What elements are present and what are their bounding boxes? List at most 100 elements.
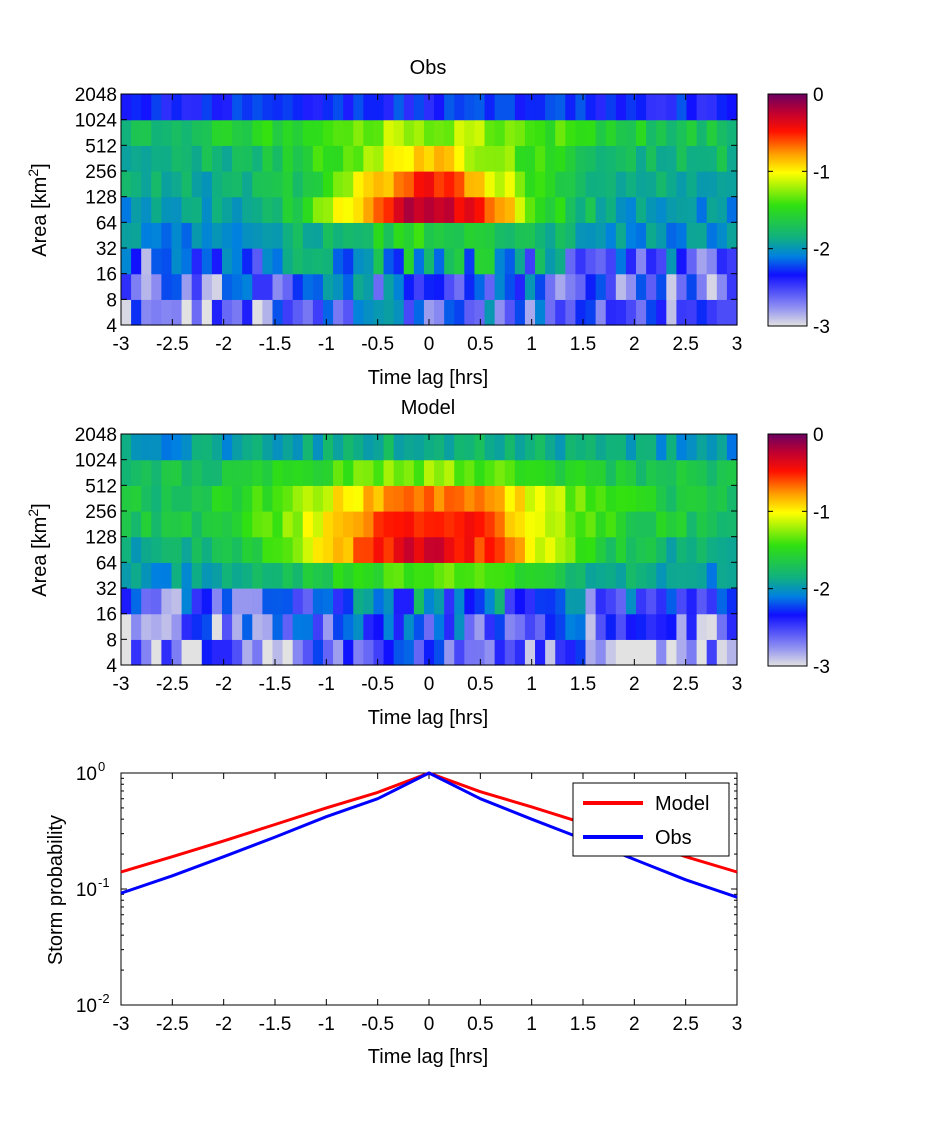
heatmap-cell xyxy=(322,562,334,589)
heatmap-cell xyxy=(464,613,476,640)
heatmap-cell xyxy=(262,119,274,146)
y-tick-label: 2048 xyxy=(75,425,117,446)
heatmap-cell xyxy=(262,459,274,486)
heatmap-cell xyxy=(373,536,385,563)
heatmap-cell xyxy=(504,536,516,563)
x-tick-label: -2 xyxy=(215,334,232,355)
heatmap-cell xyxy=(343,196,354,223)
heatmap-cell xyxy=(262,588,274,615)
y-tick-label: 8 xyxy=(106,630,117,651)
heatmap-cell xyxy=(272,485,284,512)
heatmap-cell xyxy=(363,299,375,326)
heatmap-cell xyxy=(141,145,152,172)
heatmap-cell xyxy=(393,299,405,326)
heatmap-cell xyxy=(656,273,667,300)
heatmap-cell xyxy=(262,562,274,589)
heatmap-cell xyxy=(363,196,375,223)
heatmap-cell xyxy=(242,639,253,666)
heatmap-cell xyxy=(383,119,395,146)
heatmap-cell xyxy=(646,485,657,512)
heatmap-cell xyxy=(444,434,455,461)
heatmap-cell xyxy=(302,639,314,666)
heatmap-cell xyxy=(585,171,597,198)
heatmap-cell xyxy=(191,273,203,300)
heatmap-cell xyxy=(302,171,314,198)
heatmap-cell xyxy=(383,613,395,640)
heatmap-cell xyxy=(615,94,627,121)
heatmap-cell xyxy=(302,222,314,249)
heatmap-cell xyxy=(706,588,718,615)
heatmap-cell xyxy=(383,485,395,512)
heatmap-cell xyxy=(514,562,526,589)
obs-y-ticks: 4 8 16 32 64 128 256 512 1024 2048 xyxy=(75,85,737,337)
heatmap-cell xyxy=(615,222,627,249)
heatmap-cell xyxy=(555,299,566,326)
heatmap-cell xyxy=(676,588,688,615)
heatmap-cell xyxy=(605,613,617,640)
heatmap-cell xyxy=(504,273,516,300)
heatmap-cell xyxy=(625,299,637,326)
heatmap-cell xyxy=(524,119,536,146)
heatmap-cell xyxy=(181,119,193,146)
heatmap-cell xyxy=(524,639,536,666)
heatmap-cell xyxy=(211,536,223,563)
heatmap-cell xyxy=(656,536,667,563)
heatmap-cell xyxy=(201,613,213,640)
heatmap-cell xyxy=(333,196,344,223)
heatmap-cell xyxy=(312,222,324,249)
heatmap-cell xyxy=(302,434,314,461)
heatmap-cell xyxy=(302,248,314,275)
heatmap-cell xyxy=(474,299,486,326)
heatmap-cell xyxy=(161,299,173,326)
heatmap-cell xyxy=(575,299,587,326)
heatmap-cell xyxy=(121,248,132,275)
heatmap-cell xyxy=(393,459,405,486)
heatmap-cell xyxy=(696,485,708,512)
heatmap-cell xyxy=(514,119,526,146)
heatmap-cell xyxy=(514,434,526,461)
heatmap-cell xyxy=(524,536,536,563)
heatmap-cell xyxy=(484,196,496,223)
heatmap-cell xyxy=(514,299,526,326)
heatmap-cell xyxy=(292,485,304,512)
heatmap-cell xyxy=(131,196,142,223)
heatmap-cell xyxy=(221,613,233,640)
heatmap-cell xyxy=(171,639,183,666)
heatmap-cell xyxy=(636,119,647,146)
heatmap-cell xyxy=(726,119,738,146)
heatmap-cell xyxy=(595,613,607,640)
heatmap-cell xyxy=(545,248,556,275)
heatmap-cell xyxy=(555,511,566,538)
heatmap-cell xyxy=(272,196,284,223)
heatmap-cell xyxy=(524,248,536,275)
heatmap-cell xyxy=(343,562,354,589)
heatmap-cell xyxy=(151,248,162,275)
heatmap-cell xyxy=(393,273,405,300)
heatmap-cell xyxy=(585,639,597,666)
heatmap-cell xyxy=(666,459,678,486)
model-y-ticks: 4 8 16 32 64 128 256 512 1024 2048 xyxy=(75,425,737,677)
heatmap-cell xyxy=(211,94,223,121)
heatmap-cell xyxy=(454,299,465,326)
heatmap-cell xyxy=(504,459,516,486)
heatmap-cell xyxy=(615,511,627,538)
heatmap-cell xyxy=(333,639,344,666)
obs-heatmap-panel: Obs -3 -2.5 -2 -1.5 -1 -0.5 0 0.5 1 1.5 2 2.5 3 4 8 16… xyxy=(25,57,830,389)
heatmap-cell xyxy=(353,434,364,461)
heatmap-cell xyxy=(181,434,193,461)
heatmap-cell xyxy=(625,119,637,146)
heatmap-cell xyxy=(444,485,455,512)
heatmap-cell xyxy=(716,588,728,615)
heatmap-cell xyxy=(444,562,455,589)
heatmap-cell xyxy=(191,434,203,461)
heatmap-cell xyxy=(514,639,526,666)
heatmap-cell xyxy=(343,511,354,538)
heatmap-cell xyxy=(545,196,556,223)
heatmap-cell xyxy=(676,248,688,275)
heatmap-cell xyxy=(252,299,263,326)
heatmap-cell xyxy=(696,222,708,249)
y-tick-label: 16 xyxy=(96,605,117,626)
heatmap-cell xyxy=(272,639,284,666)
model-x-ticks: -3 -2.5 -2 -1.5 -1 -0.5 0 0.5 1 1.5 2 2.5 3 xyxy=(113,434,742,695)
heatmap-cell xyxy=(524,273,536,300)
